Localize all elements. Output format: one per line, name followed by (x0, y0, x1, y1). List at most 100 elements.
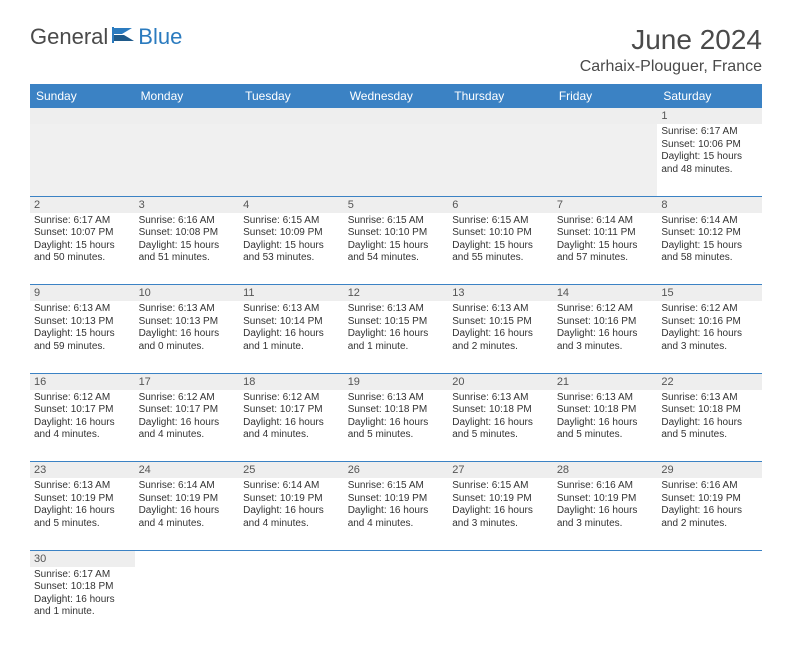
day-cell: Sunrise: 6:17 AMSunset: 10:06 PMDaylight… (657, 124, 762, 196)
day-number: 18 (239, 373, 344, 390)
empty-cell (553, 567, 658, 639)
daynum-row: 2345678 (30, 196, 762, 213)
day-details: Sunrise: 6:15 AMSunset: 10:10 PMDaylight… (348, 215, 445, 265)
day-number (657, 550, 762, 567)
day-cell: Sunrise: 6:16 AMSunset: 10:08 PMDaylight… (135, 213, 240, 285)
day-number (448, 108, 553, 124)
day-number (553, 108, 658, 124)
day-number (344, 108, 449, 124)
day-number: 29 (657, 462, 762, 479)
day-details: Sunrise: 6:12 AMSunset: 10:17 PMDaylight… (243, 392, 340, 442)
day-details: Sunrise: 6:13 AMSunset: 10:14 PMDaylight… (243, 303, 340, 353)
day-number: 16 (30, 373, 135, 390)
logo: General Blue (30, 24, 182, 50)
day-details: Sunrise: 6:13 AMSunset: 10:15 PMDaylight… (452, 303, 549, 353)
day-number: 8 (657, 196, 762, 213)
day-number: 10 (135, 285, 240, 302)
day-number (239, 550, 344, 567)
calendar-row: Sunrise: 6:12 AMSunset: 10:17 PMDaylight… (30, 390, 762, 462)
day-number: 22 (657, 373, 762, 390)
day-cell: Sunrise: 6:15 AMSunset: 10:10 PMDaylight… (344, 213, 449, 285)
day-cell: Sunrise: 6:17 AMSunset: 10:07 PMDaylight… (30, 213, 135, 285)
day-details: Sunrise: 6:15 AMSunset: 10:19 PMDaylight… (452, 480, 549, 530)
day-details: Sunrise: 6:13 AMSunset: 10:18 PMDaylight… (348, 392, 445, 442)
weekday-header: Tuesday (239, 84, 344, 108)
logo-text-general: General (30, 24, 108, 50)
day-number (30, 108, 135, 124)
day-number: 7 (553, 196, 658, 213)
day-cell: Sunrise: 6:13 AMSunset: 10:19 PMDaylight… (30, 478, 135, 550)
daynum-row: 9101112131415 (30, 285, 762, 302)
daynum-row: 1 (30, 108, 762, 124)
day-cell: Sunrise: 6:16 AMSunset: 10:19 PMDaylight… (553, 478, 658, 550)
day-cell: Sunrise: 6:12 AMSunset: 10:16 PMDaylight… (553, 301, 658, 373)
day-cell: Sunrise: 6:13 AMSunset: 10:15 PMDaylight… (448, 301, 553, 373)
empty-cell (239, 124, 344, 196)
day-cell: Sunrise: 6:15 AMSunset: 10:19 PMDaylight… (344, 478, 449, 550)
day-details: Sunrise: 6:14 AMSunset: 10:12 PMDaylight… (661, 215, 758, 265)
day-cell: Sunrise: 6:13 AMSunset: 10:18 PMDaylight… (344, 390, 449, 462)
day-number: 15 (657, 285, 762, 302)
day-number: 1 (657, 108, 762, 124)
day-number: 25 (239, 462, 344, 479)
day-cell: Sunrise: 6:13 AMSunset: 10:13 PMDaylight… (30, 301, 135, 373)
weekday-header: Sunday (30, 84, 135, 108)
empty-cell (344, 567, 449, 639)
day-number: 30 (30, 550, 135, 567)
day-details: Sunrise: 6:16 AMSunset: 10:19 PMDaylight… (557, 480, 654, 530)
day-cell: Sunrise: 6:12 AMSunset: 10:17 PMDaylight… (135, 390, 240, 462)
day-cell: Sunrise: 6:15 AMSunset: 10:10 PMDaylight… (448, 213, 553, 285)
empty-cell (553, 124, 658, 196)
day-details: Sunrise: 6:13 AMSunset: 10:19 PMDaylight… (34, 480, 131, 530)
empty-cell (448, 124, 553, 196)
day-number: 21 (553, 373, 658, 390)
calendar-page: General Blue June 2024 Carhaix-Plouguer,… (0, 0, 792, 649)
calendar-row: Sunrise: 6:17 AMSunset: 10:06 PMDaylight… (30, 124, 762, 196)
day-details: Sunrise: 6:17 AMSunset: 10:07 PMDaylight… (34, 215, 131, 265)
day-details: Sunrise: 6:13 AMSunset: 10:15 PMDaylight… (348, 303, 445, 353)
day-number (135, 550, 240, 567)
daynum-row: 30 (30, 550, 762, 567)
day-number (135, 108, 240, 124)
day-cell: Sunrise: 6:12 AMSunset: 10:16 PMDaylight… (657, 301, 762, 373)
weekday-header: Thursday (448, 84, 553, 108)
weekday-header-row: SundayMondayTuesdayWednesdayThursdayFrid… (30, 84, 762, 108)
day-cell: Sunrise: 6:16 AMSunset: 10:19 PMDaylight… (657, 478, 762, 550)
day-number: 23 (30, 462, 135, 479)
calendar-row: Sunrise: 6:13 AMSunset: 10:13 PMDaylight… (30, 301, 762, 373)
day-details: Sunrise: 6:13 AMSunset: 10:13 PMDaylight… (139, 303, 236, 353)
day-cell: Sunrise: 6:14 AMSunset: 10:11 PMDaylight… (553, 213, 658, 285)
day-cell: Sunrise: 6:14 AMSunset: 10:19 PMDaylight… (135, 478, 240, 550)
day-details: Sunrise: 6:15 AMSunset: 10:10 PMDaylight… (452, 215, 549, 265)
calendar-row: Sunrise: 6:13 AMSunset: 10:19 PMDaylight… (30, 478, 762, 550)
day-number: 19 (344, 373, 449, 390)
day-number: 9 (30, 285, 135, 302)
day-number: 20 (448, 373, 553, 390)
day-number: 14 (553, 285, 658, 302)
day-number: 24 (135, 462, 240, 479)
day-cell: Sunrise: 6:13 AMSunset: 10:15 PMDaylight… (344, 301, 449, 373)
day-number: 12 (344, 285, 449, 302)
empty-cell (657, 567, 762, 639)
weekday-header: Saturday (657, 84, 762, 108)
daynum-row: 23242526272829 (30, 462, 762, 479)
weekday-header: Friday (553, 84, 658, 108)
day-details: Sunrise: 6:16 AMSunset: 10:19 PMDaylight… (661, 480, 758, 530)
day-number: 27 (448, 462, 553, 479)
location: Carhaix-Plouguer, France (580, 58, 762, 76)
day-number: 28 (553, 462, 658, 479)
empty-cell (135, 124, 240, 196)
month-title: June 2024 (580, 24, 762, 56)
day-number: 26 (344, 462, 449, 479)
weekday-header: Monday (135, 84, 240, 108)
day-cell: Sunrise: 6:17 AMSunset: 10:18 PMDaylight… (30, 567, 135, 639)
day-details: Sunrise: 6:12 AMSunset: 10:16 PMDaylight… (661, 303, 758, 353)
day-number: 17 (135, 373, 240, 390)
day-number: 13 (448, 285, 553, 302)
day-details: Sunrise: 6:16 AMSunset: 10:08 PMDaylight… (139, 215, 236, 265)
empty-cell (135, 567, 240, 639)
day-details: Sunrise: 6:14 AMSunset: 10:19 PMDaylight… (139, 480, 236, 530)
day-cell: Sunrise: 6:15 AMSunset: 10:19 PMDaylight… (448, 478, 553, 550)
day-number (239, 108, 344, 124)
day-cell: Sunrise: 6:13 AMSunset: 10:18 PMDaylight… (553, 390, 658, 462)
